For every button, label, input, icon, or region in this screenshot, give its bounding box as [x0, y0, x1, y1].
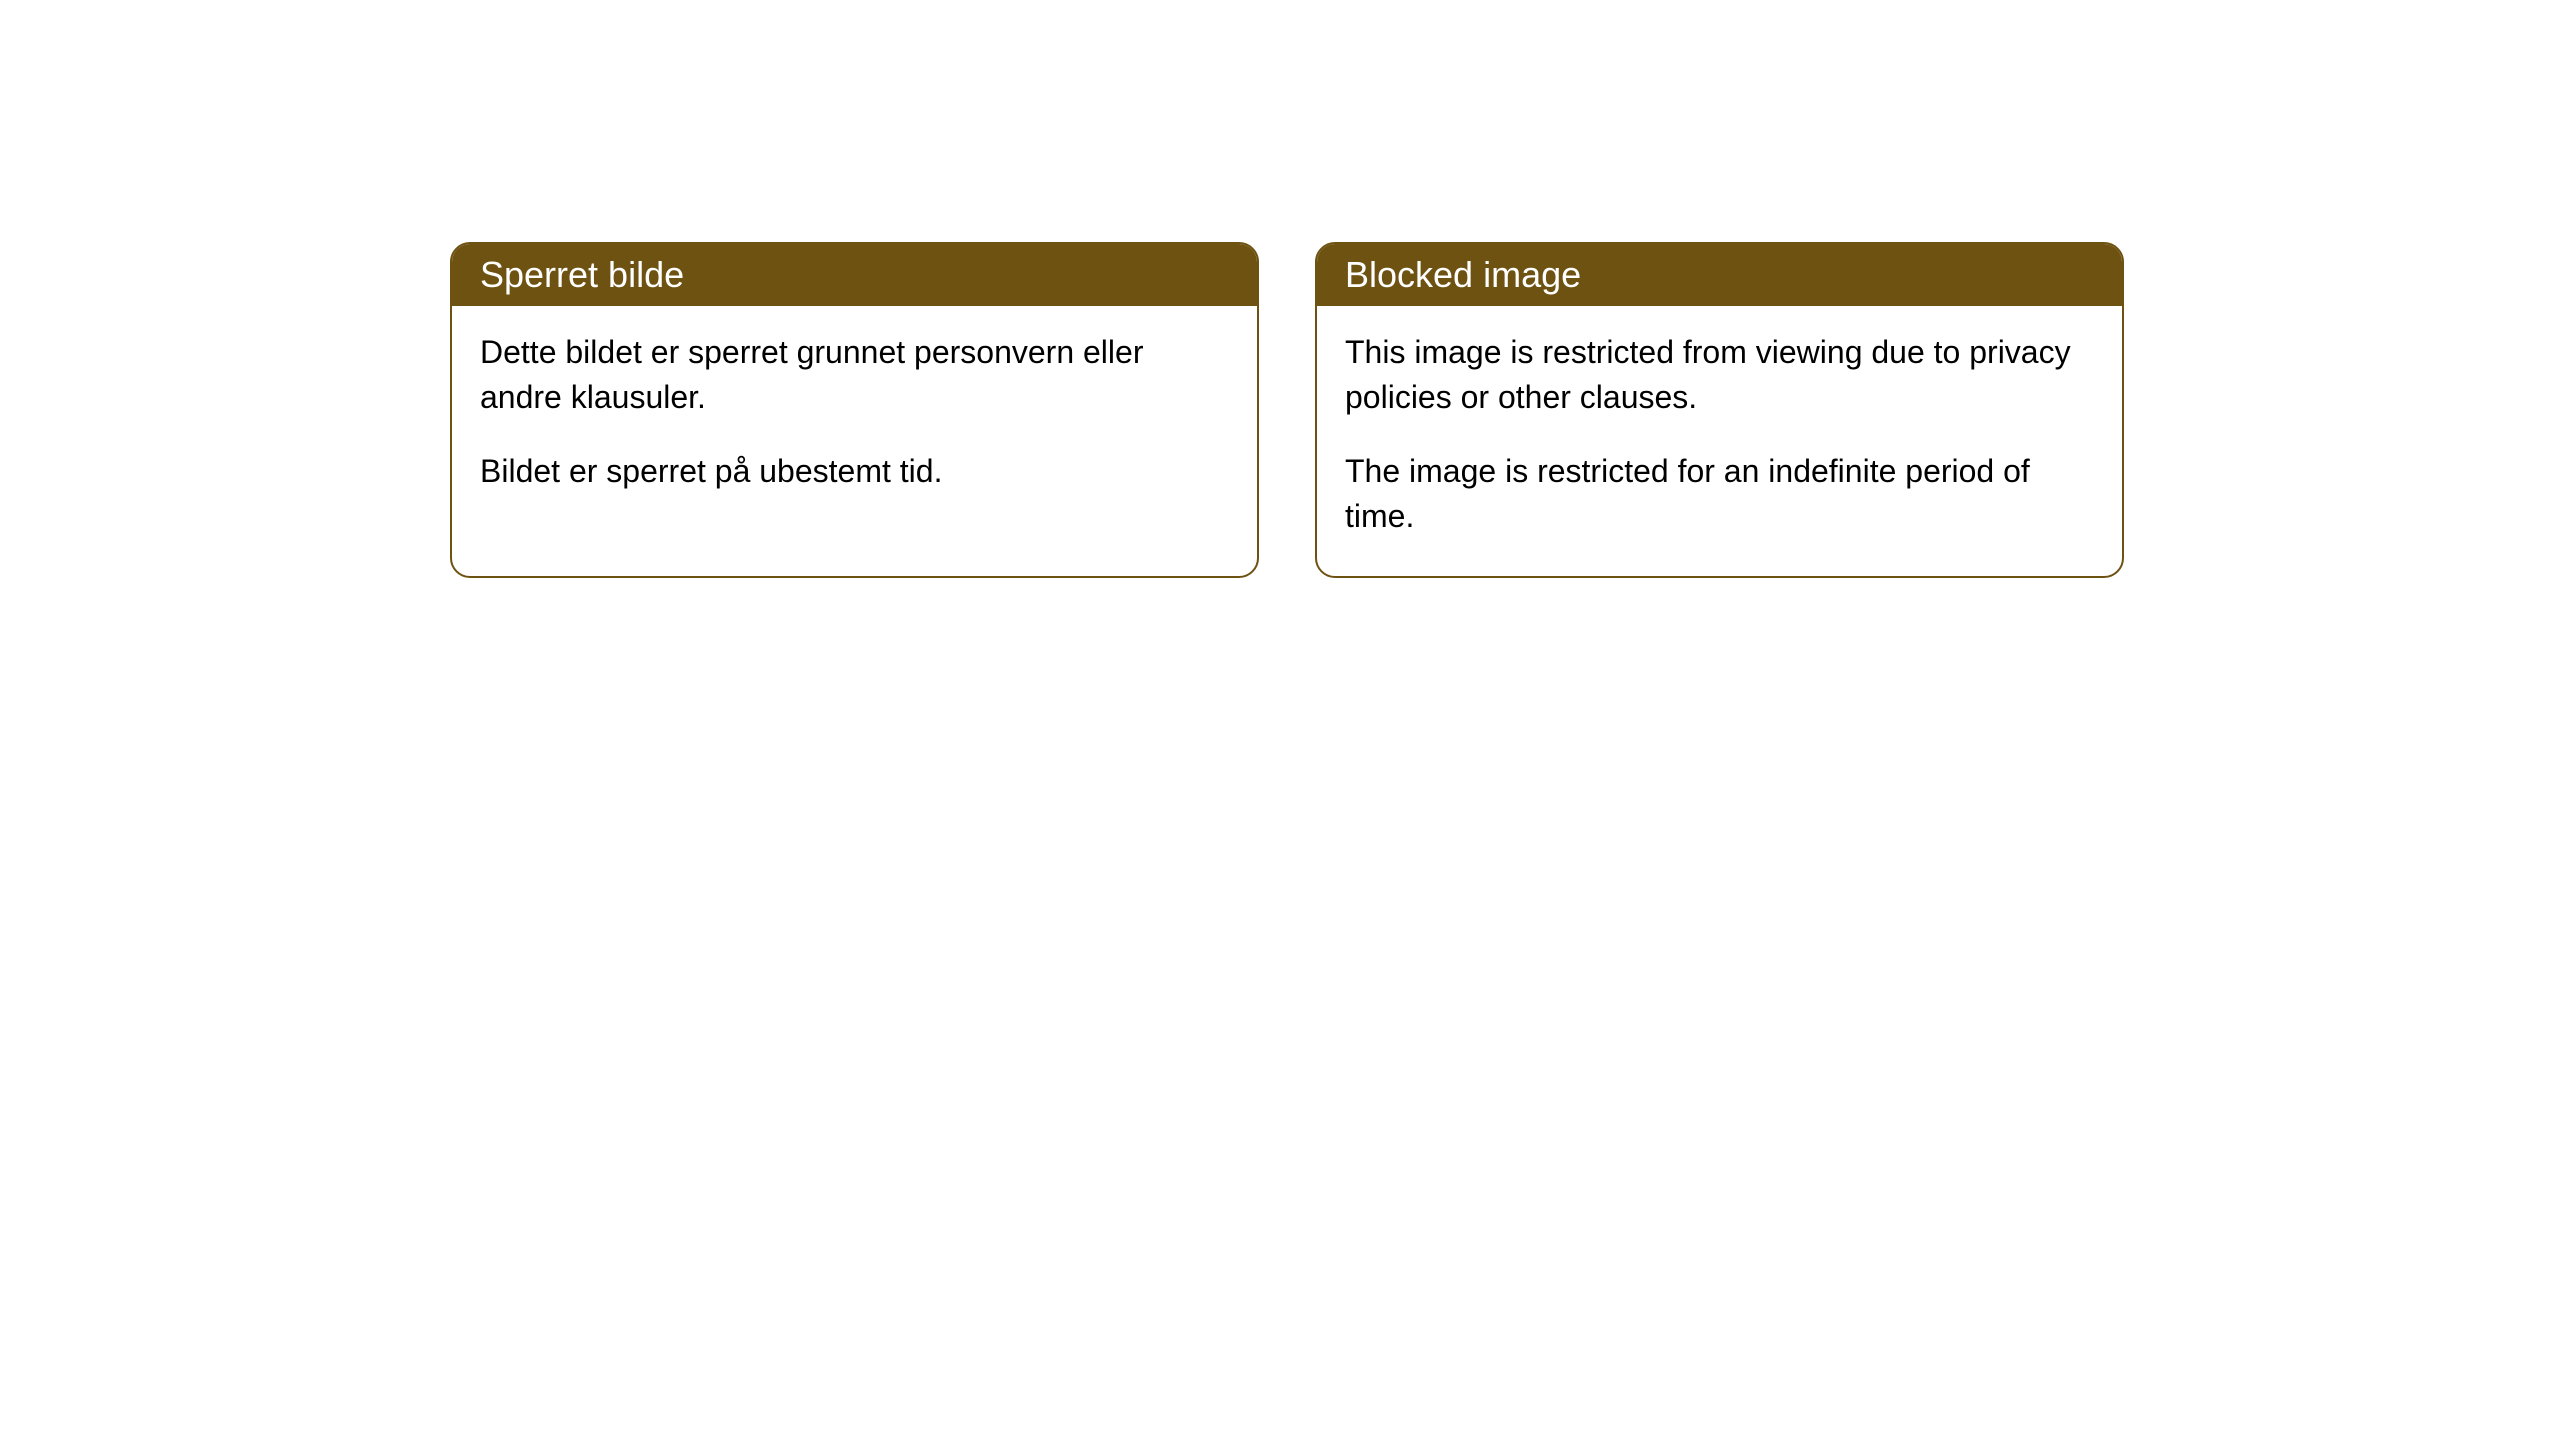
cards-container: Sperret bilde Dette bildet er sperret gr…: [450, 242, 2124, 578]
card-body-norwegian: Dette bildet er sperret grunnet personve…: [452, 306, 1257, 530]
card-header-norwegian: Sperret bilde: [452, 244, 1257, 306]
card-title: Blocked image: [1345, 254, 1581, 295]
card-title: Sperret bilde: [480, 254, 684, 295]
card-body-english: This image is restricted from viewing du…: [1317, 306, 2122, 576]
card-paragraph: This image is restricted from viewing du…: [1345, 330, 2094, 421]
card-paragraph: Dette bildet er sperret grunnet personve…: [480, 330, 1229, 421]
card-paragraph: The image is restricted for an indefinit…: [1345, 449, 2094, 540]
card-paragraph: Bildet er sperret på ubestemt tid.: [480, 449, 1229, 494]
card-norwegian: Sperret bilde Dette bildet er sperret gr…: [450, 242, 1259, 578]
card-english: Blocked image This image is restricted f…: [1315, 242, 2124, 578]
card-header-english: Blocked image: [1317, 244, 2122, 306]
